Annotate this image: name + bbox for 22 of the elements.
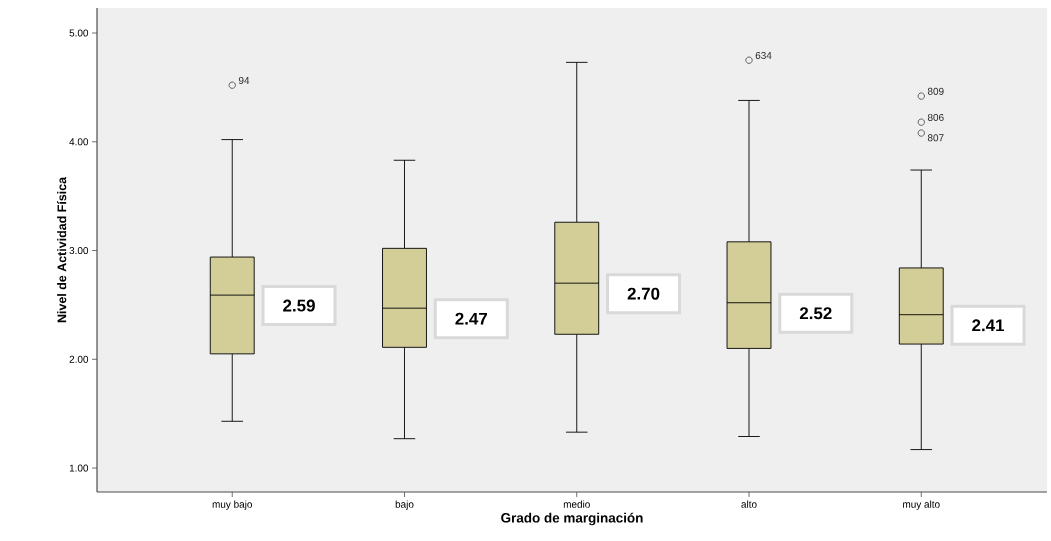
annotation: 2.59 [283,299,315,312]
annotation: 2.70 [627,287,660,300]
annotation: 634 [755,51,772,59]
annotation: 2.41 [972,319,1005,332]
annotation: 809 [927,87,944,95]
annotation: 806 [927,113,944,121]
x-tick-label: muy alto [903,500,940,510]
x-tick-label: bajo [395,500,414,510]
y-tick-label: 4.00 [69,138,89,146]
annotation: 94 [238,76,250,84]
y-tick-label: 3.00 [69,247,89,255]
annotation: 807 [927,134,944,142]
x-tick-label: alto [741,500,757,508]
y-tick-label: 5.00 [69,29,89,37]
y-axis-title: Nivel de Actividad Física [57,176,67,323]
y-tick-label: 2.00 [69,355,89,363]
annotation: 2.47 [455,312,488,325]
x-tick-label: muy bajo [212,500,253,510]
x-axis-title: Grado de marginación [501,512,643,526]
annotation: 2.52 [799,307,832,320]
x-tick-label: medio [563,500,590,508]
y-tick-label: 1.00 [69,464,89,472]
